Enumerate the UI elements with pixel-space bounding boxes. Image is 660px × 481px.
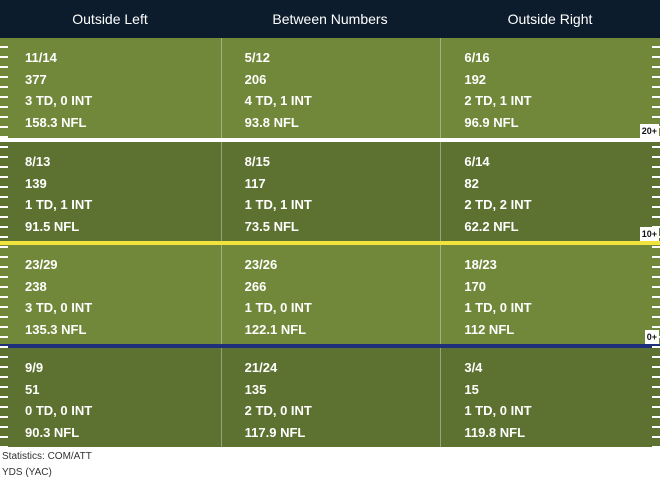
passer-rating: 135.3 NFL [25, 321, 87, 337]
zone-cell-outside-right: 18/23 170 1 TD, 0 INT 112 NFL [440, 245, 660, 344]
td-int: 1 TD, 0 INT [464, 300, 532, 315]
zone-0-plus: 23/29 238 3 TD, 0 INT 135.3 NFL 23/26 26… [0, 245, 660, 344]
yards: 135 [244, 381, 267, 397]
passer-rating: 96.9 NFL [464, 114, 519, 130]
passer-rating: 158.3 NFL [25, 114, 87, 130]
td-int: 4 TD, 1 INT [244, 93, 312, 108]
completions-attempts: 11/14 [25, 50, 57, 65]
legend-line-1: Statistics: COM/ATT [2, 451, 92, 462]
zone-cell-outside-left: 11/14 377 3 TD, 0 INT 158.3 NFL [0, 38, 221, 138]
passer-rating: 62.2 NFL [464, 218, 519, 234]
completions-attempts: 23/26 [244, 257, 278, 272]
yards: 82 [464, 175, 479, 191]
td-int: 1 TD, 1 INT [244, 197, 312, 212]
zone-cell-between-numbers: 8/15 117 1 TD, 1 INT 73.5 NFL [220, 142, 441, 241]
zone-cell-outside-right: 3/4 15 1 TD, 0 INT 119.8 NFL [440, 348, 660, 447]
td-int: 2 TD, 1 INT [464, 93, 532, 108]
yard-marker-20: 20+ [639, 124, 659, 138]
zone-cell-outside-right: 6/16 192 2 TD, 1 INT 96.9 NFL [440, 38, 660, 138]
yards: 377 [25, 71, 47, 87]
column-header-outside-left: Outside Left [72, 11, 148, 27]
football-field-chart: 11/14 377 3 TD, 0 INT 158.3 NFL 5/12 206… [0, 38, 660, 447]
completions-attempts: 5/12 [244, 50, 270, 65]
td-int: 1 TD, 1 INT [25, 197, 93, 212]
first-down-line [0, 241, 660, 245]
completions-attempts: 3/4 [464, 360, 483, 375]
yards: 238 [25, 278, 47, 294]
column-header-outside-right: Outside Right [507, 11, 593, 27]
td-int: 2 TD, 0 INT [244, 403, 312, 418]
completions-attempts: 21/24 [244, 360, 278, 375]
yards: 206 [244, 71, 267, 87]
yards: 192 [464, 71, 487, 87]
completions-attempts: 18/23 [464, 257, 497, 272]
passer-rating: 73.5 NFL [244, 218, 299, 234]
yards: 139 [25, 175, 47, 191]
yards: 51 [25, 381, 40, 397]
yard-marker-0: 0+ [644, 330, 659, 344]
zone-20-plus: 11/14 377 3 TD, 0 INT 158.3 NFL 5/12 206… [0, 38, 660, 138]
passer-rating: 90.3 NFL [25, 424, 80, 440]
passer-rating: 119.8 NFL [464, 424, 526, 440]
line-of-scrimmage [0, 344, 660, 348]
td-int: 3 TD, 0 INT [25, 93, 93, 108]
completions-attempts: 9/9 [25, 360, 44, 375]
passer-rating: 91.5 NFL [25, 218, 80, 234]
zone-cell-outside-right: 6/14 82 2 TD, 2 INT 62.2 NFL [440, 142, 660, 241]
td-int: 1 TD, 0 INT [464, 403, 532, 418]
completions-attempts: 6/14 [464, 154, 490, 169]
zone-behind-los: 9/9 51 0 TD, 0 INT 90.3 NFL 21/24 135 2 … [0, 348, 660, 447]
column-header-bar: Outside Left Between Numbers Outside Rig… [0, 0, 660, 38]
yards: 170 [464, 278, 487, 294]
completions-attempts: 23/29 [25, 257, 58, 272]
zone-cell-between-numbers: 21/24 135 2 TD, 0 INT 117.9 NFL [220, 348, 441, 447]
passer-rating: 117.9 NFL [244, 424, 306, 440]
passer-rating: 122.1 NFL [244, 321, 307, 337]
hash-marks-right [652, 38, 660, 447]
yards: 266 [244, 278, 267, 294]
passer-rating: 112 NFL [464, 321, 515, 337]
completions-attempts: 8/13 [25, 154, 51, 169]
zone-cell-between-numbers: 23/26 266 1 TD, 0 INT 122.1 NFL [220, 245, 441, 344]
td-int: 2 TD, 2 INT [464, 197, 532, 212]
completions-attempts: 8/15 [244, 154, 270, 169]
stats-legend: Statistics: COM/ATT YDS (YAC) [2, 449, 92, 481]
legend-line-2: YDS (YAC) [2, 467, 52, 478]
td-int: 1 TD, 0 INT [244, 300, 312, 315]
completions-attempts: 6/16 [464, 50, 490, 65]
zone-cell-outside-left: 8/13 139 1 TD, 1 INT 91.5 NFL [0, 142, 221, 241]
column-header-between-numbers: Between Numbers [272, 11, 388, 27]
passer-rating: 93.8 NFL [244, 114, 299, 130]
yard-line-20 [0, 138, 660, 142]
yards: 117 [244, 175, 266, 191]
yard-marker-10: 10+ [639, 227, 659, 241]
zone-cell-between-numbers: 5/12 206 4 TD, 1 INT 93.8 NFL [220, 38, 441, 138]
zone-10-plus: 8/13 139 1 TD, 1 INT 91.5 NFL 8/15 117 1… [0, 142, 660, 241]
zone-cell-outside-left: 9/9 51 0 TD, 0 INT 90.3 NFL [0, 348, 221, 447]
td-int: 3 TD, 0 INT [25, 300, 93, 315]
hash-marks-left [0, 38, 8, 447]
yards: 15 [464, 381, 479, 397]
td-int: 0 TD, 0 INT [25, 403, 93, 418]
zone-cell-outside-left: 23/29 238 3 TD, 0 INT 135.3 NFL [0, 245, 221, 344]
